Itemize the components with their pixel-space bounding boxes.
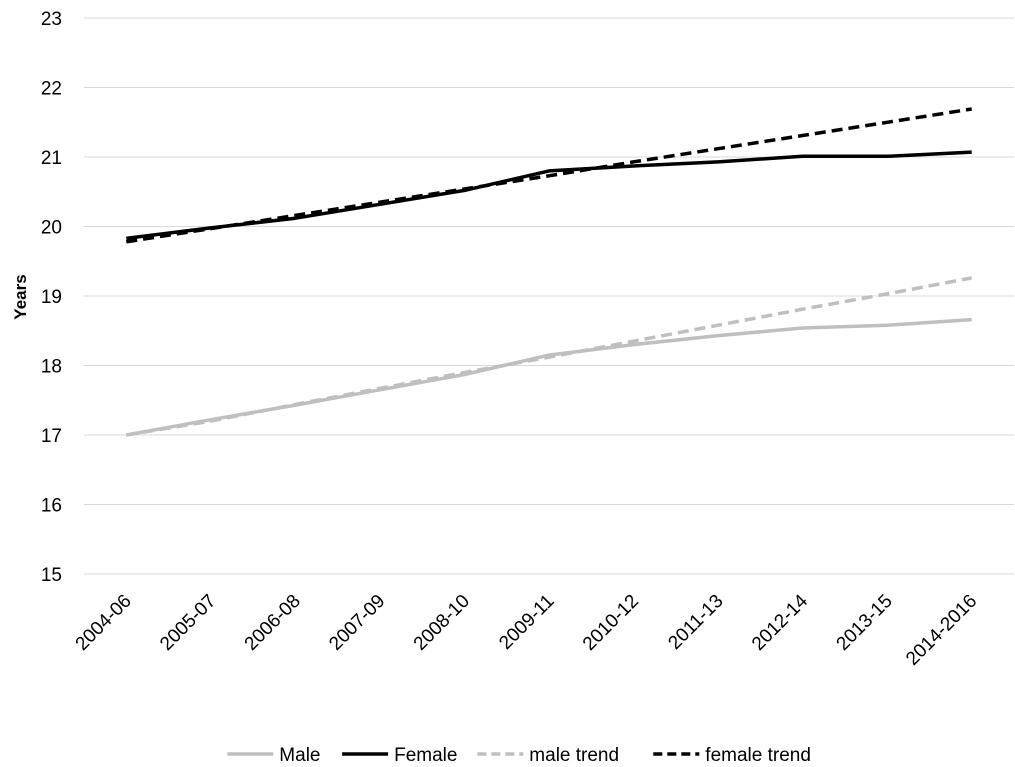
x-tick-label: 2009-11: [495, 591, 558, 654]
series-line-female: [126, 150, 972, 241]
y-tick-label: 17: [41, 426, 62, 447]
y-tick-label: 18: [41, 357, 62, 378]
x-tick-label: 2005-07: [156, 591, 220, 655]
x-tick-label: 2008-10: [410, 591, 474, 655]
y-tick-label: 20: [41, 218, 62, 239]
y-tick-label: 23: [41, 9, 62, 30]
x-tick-label: 2012-14: [748, 590, 812, 654]
series-line-male: [125, 317, 972, 437]
legend-label: Male: [279, 745, 320, 766]
x-axis-ticks: 2004-06 2005-07 2006-08 2007-09 2008-10 2009-…: [72, 590, 982, 669]
x-tick-label: 2011-13: [664, 591, 727, 654]
series-line-female-trend: [126, 107, 972, 244]
series-lines: [125, 107, 973, 437]
series-line-male-trend: [126, 276, 973, 437]
x-tick-label: 2013-15: [833, 591, 897, 655]
legend-label: Female: [394, 745, 457, 766]
y-tick-label: 22: [41, 79, 62, 100]
legend-label: male trend: [529, 745, 619, 766]
x-tick-label: 2010-12: [579, 591, 643, 655]
y-axis-title: Years: [11, 274, 30, 319]
y-tick-label: 16: [41, 496, 62, 517]
legend-label: female trend: [705, 745, 811, 766]
x-tick-label: 2014-2016: [902, 591, 981, 670]
y-tick-label: 19: [41, 287, 62, 308]
y-tick-label: 21: [41, 148, 62, 169]
legend: Male Female male trend female trend: [227, 745, 811, 766]
x-tick-label: 2007-09: [325, 591, 389, 655]
x-tick-label: 2004-06: [72, 591, 136, 655]
x-tick-label: 2006-08: [241, 591, 305, 655]
y-tick-label: 15: [41, 565, 62, 586]
gridlines: [84, 17, 1014, 505]
y-axis-ticks: 15 16 17 18 19 20 21 22 23: [41, 9, 62, 586]
